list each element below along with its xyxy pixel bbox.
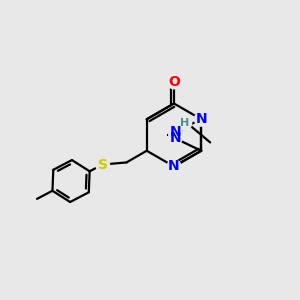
Circle shape [168,125,182,139]
Circle shape [178,116,192,130]
Text: N: N [169,125,181,139]
Text: N: N [169,131,181,145]
Circle shape [167,160,181,173]
Text: N: N [196,112,207,126]
Circle shape [194,112,208,126]
Text: H: H [180,118,189,128]
Text: N: N [168,160,180,173]
Text: O: O [168,75,180,89]
Circle shape [167,75,181,89]
Text: S: S [98,158,107,172]
Circle shape [96,158,110,171]
Circle shape [168,131,182,145]
